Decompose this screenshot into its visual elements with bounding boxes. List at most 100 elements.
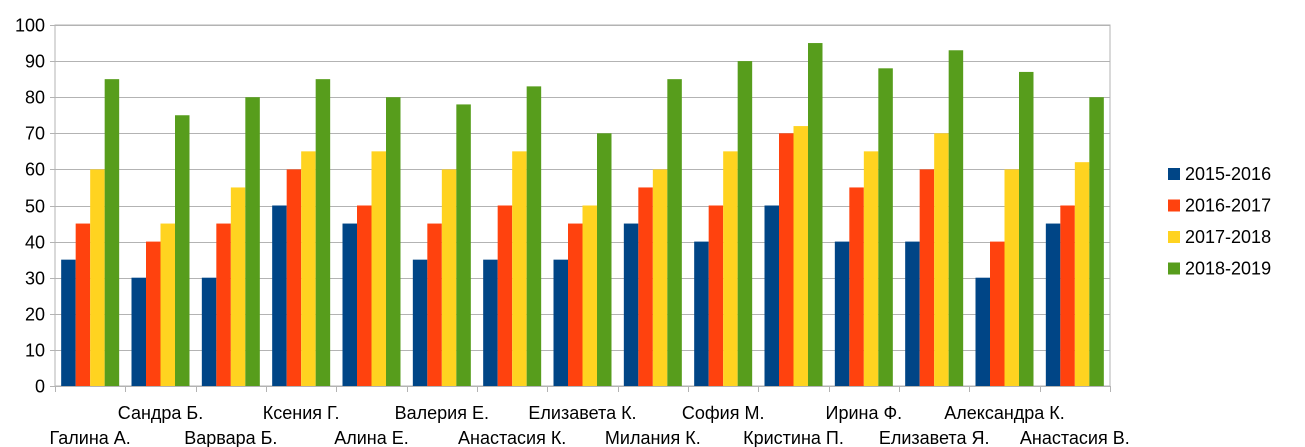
bar-2018-2019-6 bbox=[456, 104, 471, 387]
bar-2017-2018-13 bbox=[934, 133, 949, 386]
bar-2016-2017-9 bbox=[638, 187, 653, 386]
bar-2016-2017-11 bbox=[779, 133, 794, 386]
x-category-label: Ксения Г. bbox=[263, 403, 340, 423]
y-tick-label: 80 bbox=[25, 88, 45, 108]
x-category-label: Ирина Ф. bbox=[826, 403, 903, 423]
bar-2018-2019-4 bbox=[315, 79, 331, 387]
bar-2016-2017-14 bbox=[990, 241, 1005, 386]
legend-swatch-2017-2018 bbox=[1168, 231, 1180, 243]
legend-label: 2018-2019 bbox=[1185, 259, 1271, 279]
bar-2018-2019-1 bbox=[104, 79, 120, 387]
bar-2017-2018-3 bbox=[230, 187, 246, 386]
x-category-label: Александра К. bbox=[944, 403, 1065, 423]
y-tick-label: 40 bbox=[25, 233, 45, 253]
bar-2018-2019-5 bbox=[386, 97, 401, 386]
bar-2017-2018-11 bbox=[793, 126, 808, 386]
bar-2015-2016-7 bbox=[483, 259, 498, 386]
x-category-label: София М. bbox=[682, 403, 765, 423]
bar-2016-2017-5 bbox=[357, 205, 372, 386]
x-category-label: Алина Е. bbox=[334, 428, 409, 447]
bar-2015-2016-11 bbox=[764, 205, 779, 386]
bar-2016-2017-7 bbox=[497, 205, 513, 386]
bar-2017-2018-9 bbox=[652, 169, 668, 386]
y-tick-label: 70 bbox=[25, 124, 45, 144]
bar-2016-2017-6 bbox=[427, 223, 442, 386]
x-category-label: Варвара Б. bbox=[184, 428, 277, 447]
bar-2017-2018-10 bbox=[723, 151, 738, 386]
y-tick-label: 50 bbox=[25, 197, 45, 217]
bar-2016-2017-10 bbox=[708, 205, 724, 386]
bar-2018-2019-8 bbox=[597, 133, 612, 386]
bar-2016-2017-4 bbox=[286, 169, 302, 386]
bar-2016-2017-13 bbox=[919, 169, 935, 386]
bar-2015-2016-15 bbox=[1045, 223, 1061, 386]
legend-label: 2016-2017 bbox=[1185, 196, 1271, 216]
legend-swatch-2018-2019 bbox=[1168, 262, 1180, 275]
bar-2015-2016-2 bbox=[131, 277, 146, 386]
bar-2015-2016-12 bbox=[834, 241, 850, 386]
bar-2016-2017-3 bbox=[216, 223, 231, 386]
bar-2015-2016-8 bbox=[553, 259, 568, 386]
bar-2015-2016-1 bbox=[61, 259, 76, 386]
bar-2018-2019-7 bbox=[526, 86, 542, 387]
bar-2017-2018-15 bbox=[1074, 162, 1090, 386]
legend-swatch-2016-2017 bbox=[1168, 199, 1180, 212]
x-category-label: Анастасия В. bbox=[1020, 428, 1130, 447]
x-category-label: Сандра Б. bbox=[118, 403, 204, 423]
bar-2015-2016-4 bbox=[272, 205, 287, 386]
bar-2018-2019-3 bbox=[245, 97, 260, 386]
bar-2017-2018-14 bbox=[1004, 169, 1019, 386]
bar-2016-2017-15 bbox=[1060, 205, 1075, 386]
bar-2015-2016-9 bbox=[623, 223, 639, 386]
bar-2018-2019-12 bbox=[878, 68, 893, 386]
bar-2017-2018-1 bbox=[90, 169, 105, 386]
bar-2017-2018-6 bbox=[441, 169, 457, 386]
y-tick-label: 90 bbox=[25, 52, 45, 72]
x-category-label: Анастасия К. bbox=[458, 428, 566, 447]
legend-swatch-2015-2016 bbox=[1168, 168, 1180, 180]
axes bbox=[50, 25, 1111, 392]
x-category-label: Галина А. bbox=[50, 428, 131, 447]
y-tick-label: 30 bbox=[25, 269, 45, 289]
y-tick-label: 20 bbox=[25, 305, 45, 325]
bar-2015-2016-3 bbox=[201, 277, 217, 386]
bar-2015-2016-10 bbox=[694, 241, 709, 386]
bar-2018-2019-9 bbox=[667, 79, 682, 387]
bar-2017-2018-2 bbox=[160, 223, 175, 386]
y-tick-label: 60 bbox=[25, 160, 45, 180]
bars bbox=[61, 43, 1104, 387]
y-tick-label: 10 bbox=[25, 341, 45, 361]
y-tick-label: 0 bbox=[35, 377, 45, 397]
bar-2017-2018-8 bbox=[582, 205, 597, 386]
bar-2015-2016-5 bbox=[342, 223, 357, 386]
bar-2017-2018-4 bbox=[301, 151, 316, 386]
bar-2016-2017-8 bbox=[568, 223, 583, 386]
x-category-label: Кристина П. bbox=[743, 428, 844, 447]
x-category-label: Милания К. bbox=[605, 428, 701, 447]
legend-label: 2015-2016 bbox=[1185, 164, 1271, 184]
x-category-label: Елизавета К. bbox=[528, 403, 636, 423]
bar-2017-2018-7 bbox=[512, 151, 527, 386]
bar-2018-2019-2 bbox=[175, 115, 190, 386]
legend-label: 2017-2018 bbox=[1185, 227, 1271, 247]
bar-2017-2018-5 bbox=[371, 151, 386, 386]
legend: 2015-2016 2016-2017 2017-2018 2018-2019 bbox=[1168, 164, 1271, 279]
bar-2016-2017-1 bbox=[75, 223, 91, 386]
bar-2015-2016-6 bbox=[412, 259, 428, 386]
x-axis-category-labels: Галина А. Сандра Б. Варвара Б. Ксения Г. Али… bbox=[50, 403, 1130, 447]
x-category-label: Валерия Е. bbox=[395, 403, 489, 423]
bar-2016-2017-12 bbox=[849, 187, 864, 386]
bar-2018-2019-10 bbox=[737, 61, 753, 386]
x-category-label: Елизавета Я. bbox=[879, 428, 990, 447]
bar-2015-2016-13 bbox=[905, 241, 920, 386]
bar-2017-2018-12 bbox=[863, 151, 879, 386]
bar-2015-2016-14 bbox=[975, 277, 990, 386]
bar-2018-2019-11 bbox=[808, 43, 823, 387]
y-axis-tick-labels: 0 10 20 30 40 50 60 70 80 90 100 bbox=[15, 16, 45, 397]
bar-2016-2017-2 bbox=[146, 241, 161, 386]
bar-2018-2019-14 bbox=[1019, 71, 1034, 387]
y-tick-label: 100 bbox=[15, 16, 45, 36]
bar-2018-2019-13 bbox=[948, 50, 964, 387]
bar-2018-2019-15 bbox=[1089, 97, 1104, 386]
